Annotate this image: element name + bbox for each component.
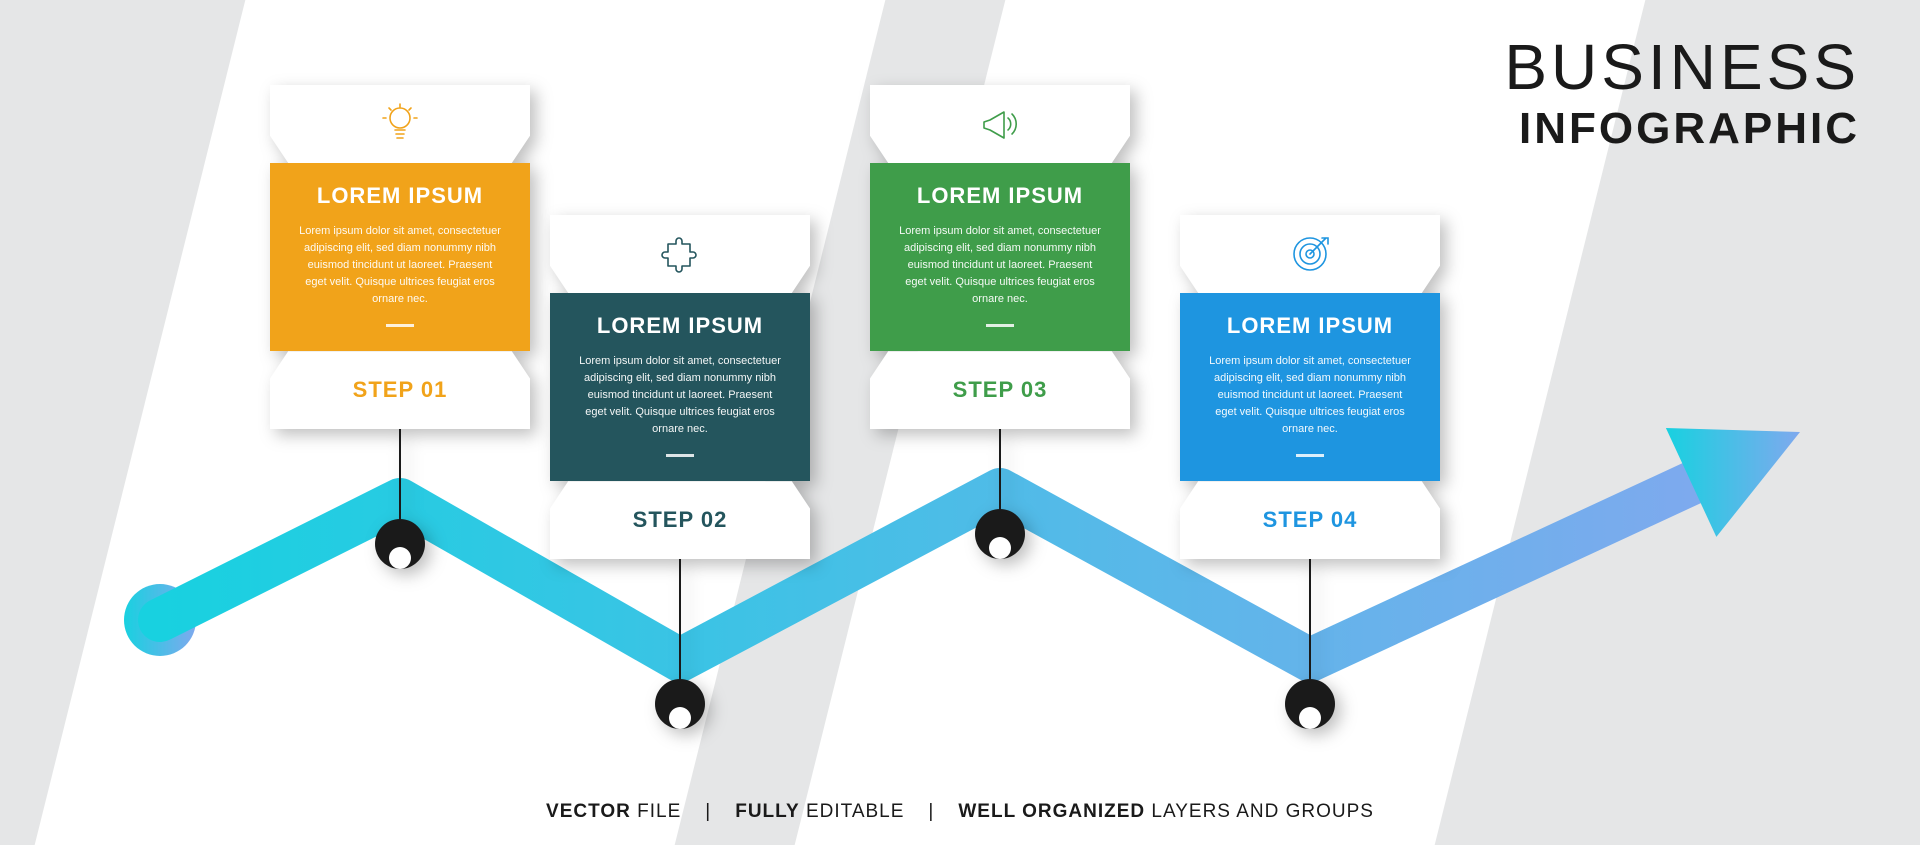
card-icon-area bbox=[270, 85, 530, 163]
step-card: LOREM IPSUM Lorem ipsum dolor sit amet, c… bbox=[550, 215, 810, 559]
card-icon-area bbox=[870, 85, 1130, 163]
card-divider bbox=[1296, 454, 1324, 457]
card-connector bbox=[999, 429, 1001, 534]
card-connector bbox=[1309, 559, 1311, 704]
card-heading: LOREM IPSUM bbox=[1206, 313, 1414, 339]
puzzle-icon bbox=[658, 232, 702, 276]
card-body: LOREM IPSUM Lorem ipsum dolor sit amet, c… bbox=[550, 293, 810, 481]
footer-light: LAYERS AND GROUPS bbox=[1145, 801, 1374, 822]
card-body: LOREM IPSUM Lorem ipsum dolor sit amet, c… bbox=[1180, 293, 1440, 481]
card-connector bbox=[399, 429, 401, 544]
connector-dot-inner bbox=[669, 707, 691, 729]
card-body: LOREM IPSUM Lorem ipsum dolor sit amet, c… bbox=[270, 163, 530, 351]
megaphone-icon bbox=[978, 102, 1022, 146]
footer-bold: WELL ORGANIZED bbox=[958, 801, 1145, 822]
footer-separator: | bbox=[705, 801, 711, 822]
card-step-label: STEP 04 bbox=[1180, 481, 1440, 559]
connector-dot-inner bbox=[989, 537, 1011, 559]
card-divider bbox=[666, 454, 694, 457]
cards-layer: LOREM IPSUM Lorem ipsum dolor sit amet, c… bbox=[0, 0, 1920, 845]
card-step-label: STEP 03 bbox=[870, 351, 1130, 429]
card-icon-area bbox=[550, 215, 810, 293]
card-text: Lorem ipsum dolor sit amet, consectetuer… bbox=[896, 223, 1104, 308]
card-text: Lorem ipsum dolor sit amet, consectetuer… bbox=[1206, 353, 1414, 438]
step-card: LOREM IPSUM Lorem ipsum dolor sit amet, c… bbox=[1180, 215, 1440, 559]
step-card: LOREM IPSUM Lorem ipsum dolor sit amet, c… bbox=[870, 85, 1130, 429]
connector-dot-inner bbox=[1299, 707, 1321, 729]
card-step-label: STEP 02 bbox=[550, 481, 810, 559]
card-divider bbox=[986, 324, 1014, 327]
card-heading: LOREM IPSUM bbox=[296, 183, 504, 209]
card-step-label: STEP 01 bbox=[270, 351, 530, 429]
card-heading: LOREM IPSUM bbox=[576, 313, 784, 339]
card-connector bbox=[679, 559, 681, 704]
card-body: LOREM IPSUM Lorem ipsum dolor sit amet, c… bbox=[870, 163, 1130, 351]
infographic-stage: BUSINESS INFOGRAPHIC LOREM IPSUMLorem ip… bbox=[0, 0, 1920, 845]
footer-light: EDITABLE bbox=[800, 801, 905, 822]
footer-light: FILE bbox=[631, 801, 681, 822]
card-divider bbox=[386, 324, 414, 327]
target-icon bbox=[1288, 232, 1332, 276]
connector-dot-inner bbox=[389, 547, 411, 569]
card-heading: LOREM IPSUM bbox=[896, 183, 1104, 209]
card-text: Lorem ipsum dolor sit amet, consectetuer… bbox=[576, 353, 784, 438]
card-icon-area bbox=[1180, 215, 1440, 293]
footer-separator: | bbox=[928, 801, 934, 822]
footer-tagline: VECTOR FILE | FULLY EDITABLE | WELL ORGANIZE… bbox=[0, 801, 1920, 823]
card-text: Lorem ipsum dolor sit amet, consectetuer… bbox=[296, 223, 504, 308]
step-card: LOREM IPSUM Lorem ipsum dolor sit amet, c… bbox=[270, 85, 530, 429]
footer-bold: VECTOR bbox=[546, 801, 631, 822]
footer-bold: FULLY bbox=[735, 801, 799, 822]
lightbulb-icon bbox=[378, 102, 422, 146]
